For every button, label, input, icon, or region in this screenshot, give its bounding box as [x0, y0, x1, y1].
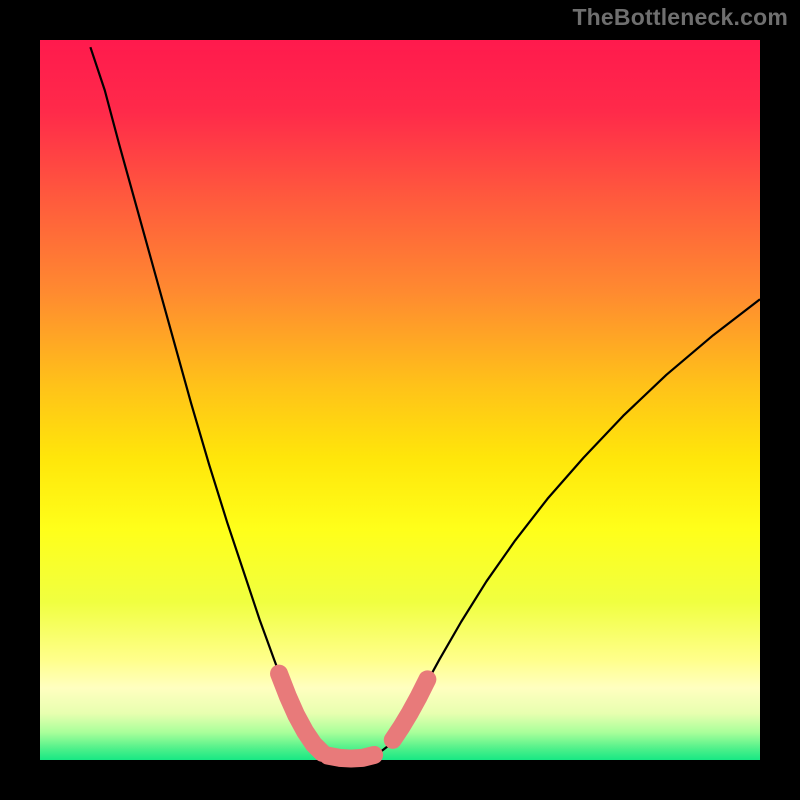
watermark-text: TheBottleneck.com [572, 4, 788, 31]
chart-root: TheBottleneck.com [0, 0, 800, 800]
bottleneck-chart [0, 0, 800, 800]
highlight-segment-1 [328, 755, 374, 759]
plot-gradient [40, 40, 760, 760]
